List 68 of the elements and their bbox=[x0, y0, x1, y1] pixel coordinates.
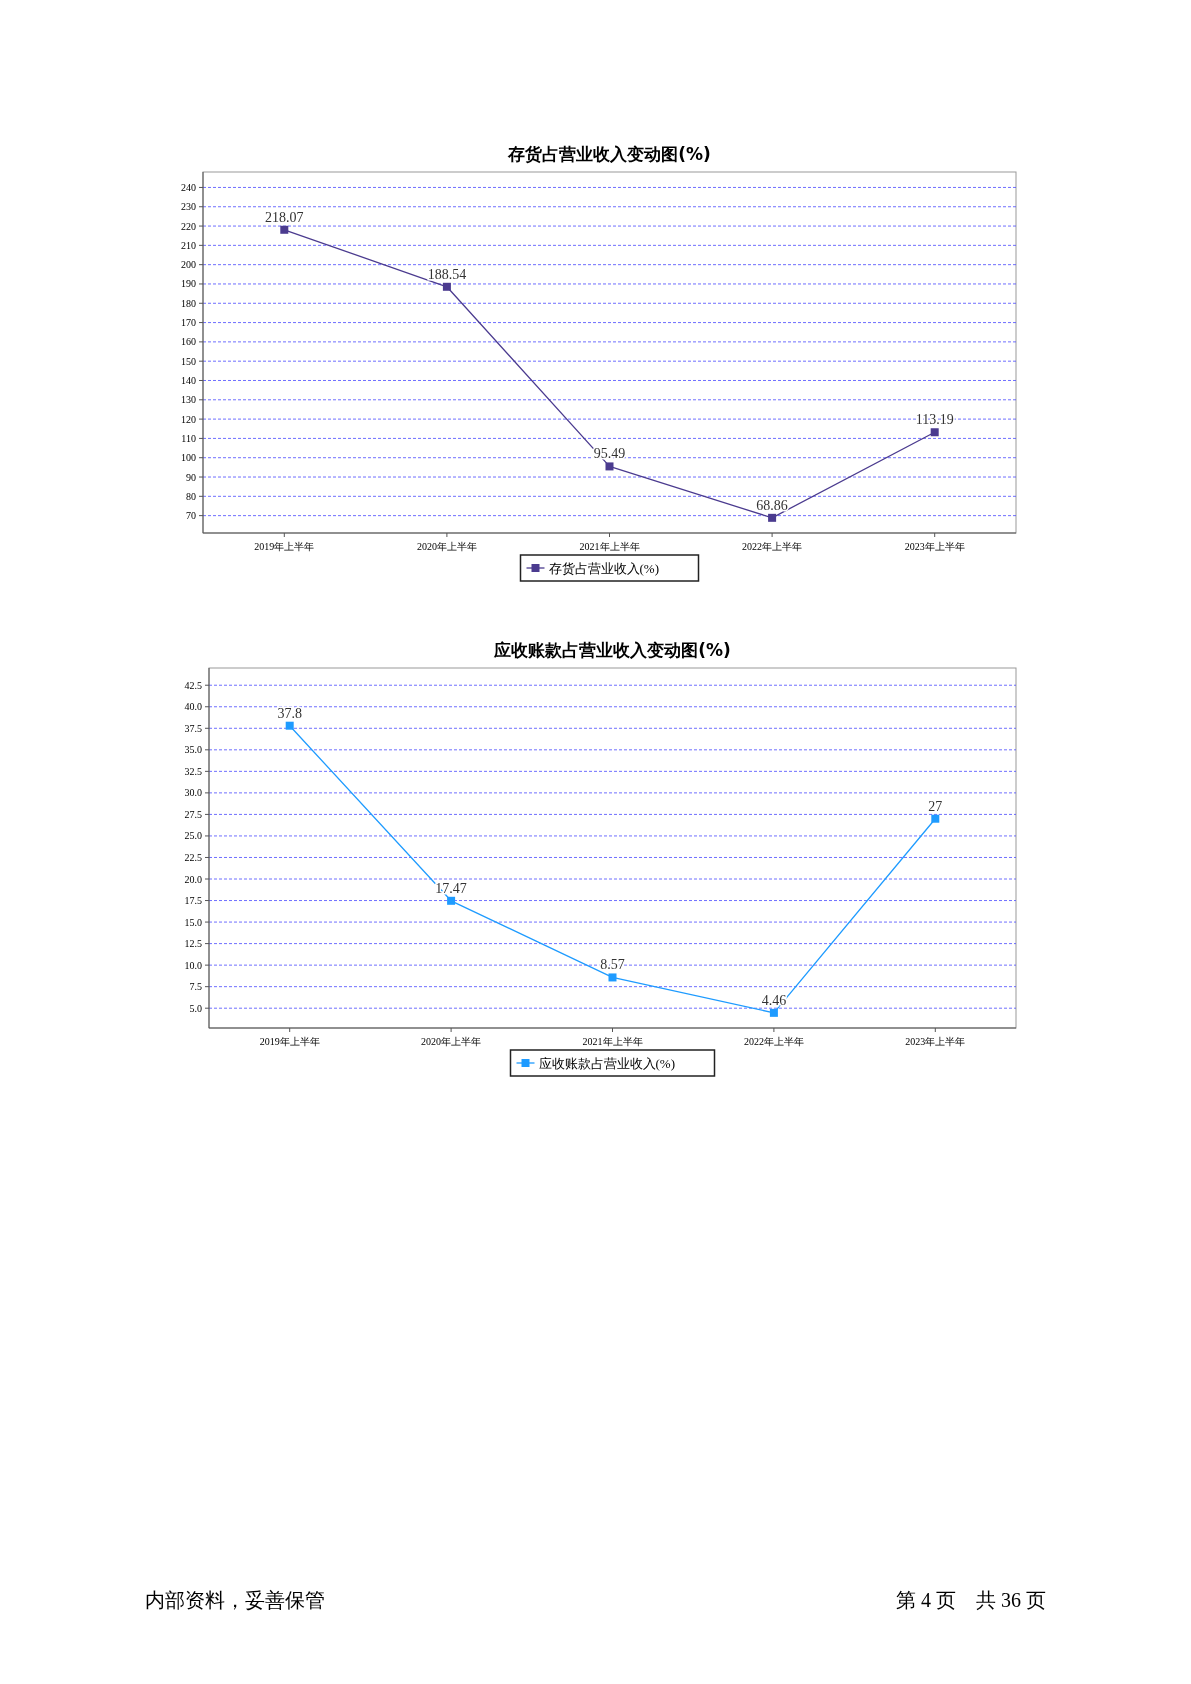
legend-label: 应收账款占营业收入(%) bbox=[538, 1055, 675, 1071]
data-label: 27 bbox=[928, 798, 943, 814]
y-tick-label: 30.0 bbox=[184, 787, 202, 799]
y-tick-label: 25.0 bbox=[184, 830, 202, 842]
y-tick-label: 190 bbox=[181, 278, 196, 290]
y-tick-label: 130 bbox=[181, 394, 196, 406]
point bbox=[931, 814, 940, 823]
point bbox=[285, 721, 294, 730]
x-tick-label: 2023年上半年 bbox=[904, 541, 965, 552]
text: 内部资料，妥善保管 bbox=[145, 1589, 325, 1611]
text: 第 4 页 共 36 页 bbox=[896, 1589, 1046, 1611]
y-tick-label: 12.5 bbox=[184, 938, 202, 950]
y-tick-label: 90 bbox=[186, 471, 196, 483]
x-tick-label: 2019年上半年 bbox=[254, 541, 315, 552]
point bbox=[768, 513, 777, 522]
y-tick-label: 20.0 bbox=[184, 873, 202, 885]
y-tick-label: 42.5 bbox=[184, 679, 202, 691]
y-tick-label: 240 bbox=[181, 181, 196, 193]
point bbox=[605, 462, 614, 471]
x-tick-label: 2020年上半年 bbox=[421, 1036, 482, 1047]
point bbox=[280, 225, 289, 234]
y-tick-label: 15.0 bbox=[184, 916, 202, 928]
y-tick-label: 32.5 bbox=[184, 765, 202, 777]
y-tick-label: 80 bbox=[186, 490, 196, 502]
data-label: 8.57 bbox=[600, 957, 625, 973]
x-tick-label: 2022年上半年 bbox=[742, 541, 803, 552]
y-tick-label: 27.5 bbox=[184, 808, 202, 820]
x-tick-label: 2022年上半年 bbox=[743, 1036, 804, 1047]
y-tick-label: 7.5 bbox=[189, 981, 202, 993]
data-label: 188.54 bbox=[427, 266, 467, 282]
y-tick-label: 35.0 bbox=[184, 744, 202, 756]
y-tick-label: 5.0 bbox=[189, 1002, 202, 1014]
point bbox=[930, 428, 939, 437]
x-tick-label: 2019年上半年 bbox=[259, 1036, 320, 1047]
x-tick-label: 2023年上半年 bbox=[905, 1036, 966, 1047]
point bbox=[447, 896, 456, 905]
y-tick-label: 220 bbox=[181, 220, 196, 232]
point bbox=[608, 973, 617, 982]
point bbox=[769, 1008, 778, 1017]
y-tick-label: 10.0 bbox=[184, 959, 202, 971]
data-label: 37.8 bbox=[277, 705, 302, 721]
legend-label: 存货占营业收入(%) bbox=[548, 560, 659, 576]
x-tick-label: 2021年上半年 bbox=[579, 541, 640, 552]
data-label: 113.19 bbox=[915, 412, 954, 428]
y-tick-label: 230 bbox=[181, 201, 196, 213]
y-tick-label: 37.5 bbox=[184, 722, 202, 734]
data-label: 218.07 bbox=[265, 209, 304, 225]
y-tick-label: 150 bbox=[181, 355, 196, 367]
y-tick-label: 100 bbox=[181, 452, 196, 464]
x-tick-label: 2020年上半年 bbox=[416, 541, 477, 552]
y-tick-label: 170 bbox=[181, 317, 196, 329]
y-tick-label: 40.0 bbox=[184, 701, 202, 713]
data-label: 68.86 bbox=[756, 497, 788, 513]
y-tick-label: 17.5 bbox=[184, 895, 202, 907]
y-tick-label: 120 bbox=[181, 413, 196, 425]
x-tick-label: 2021年上半年 bbox=[582, 1036, 643, 1047]
y-tick-label: 140 bbox=[181, 374, 196, 386]
y-tick-label: 180 bbox=[181, 297, 196, 309]
point bbox=[442, 282, 451, 291]
y-tick-label: 110 bbox=[181, 432, 196, 444]
chart-title: 应收账款占营业收入变动图(%) bbox=[493, 640, 731, 660]
chart-title: 存货占营业收入变动图(%) bbox=[507, 144, 711, 164]
data-label: 4.46 bbox=[761, 992, 787, 1008]
y-tick-label: 160 bbox=[181, 336, 196, 348]
y-tick-label: 210 bbox=[181, 239, 196, 251]
y-tick-label: 70 bbox=[186, 510, 196, 522]
y-tick-label: 200 bbox=[181, 259, 196, 271]
y-tick-label: 22.5 bbox=[184, 851, 202, 863]
